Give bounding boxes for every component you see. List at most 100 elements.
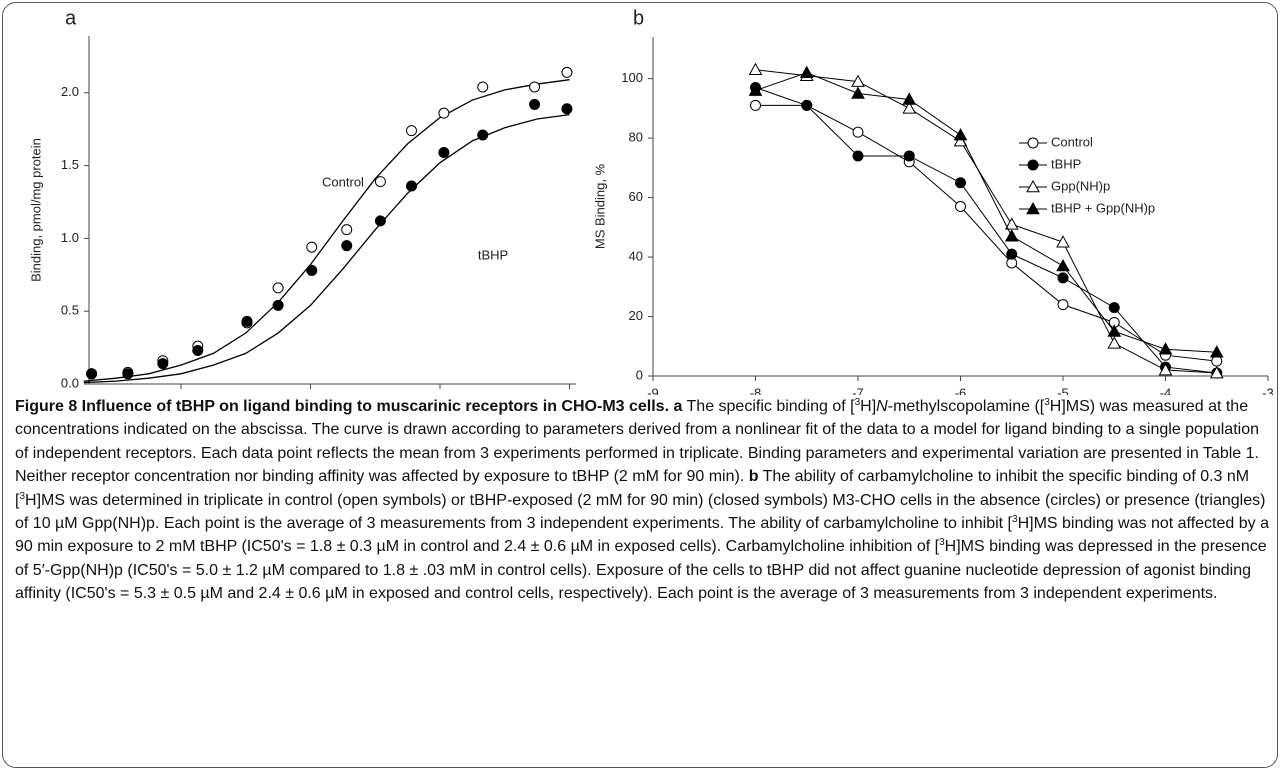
marker bbox=[374, 176, 386, 188]
legend-marker bbox=[1027, 137, 1039, 149]
x-tick-label: -5 bbox=[1057, 385, 1069, 395]
marker bbox=[852, 150, 864, 162]
panel-label: a bbox=[65, 7, 77, 29]
marker bbox=[306, 241, 318, 253]
series-annotation: tBHP bbox=[478, 247, 508, 262]
marker bbox=[799, 65, 814, 78]
y-tick-label: 40 bbox=[629, 248, 643, 263]
marker bbox=[1158, 363, 1173, 376]
series-annotation: Control bbox=[322, 174, 364, 189]
marker bbox=[341, 240, 353, 252]
marker bbox=[750, 99, 761, 111]
marker bbox=[1108, 302, 1120, 314]
legend-label: Control bbox=[1051, 134, 1093, 149]
y-tick-label: 60 bbox=[629, 189, 643, 204]
legend-marker bbox=[1026, 179, 1040, 193]
marker bbox=[1158, 342, 1173, 355]
legend-label: Gpp(NH)p bbox=[1051, 178, 1110, 193]
marker bbox=[529, 98, 541, 110]
marker bbox=[955, 201, 966, 212]
y-tick-label: 0.5 bbox=[61, 303, 79, 318]
caption-text: The specific binding of [ bbox=[682, 398, 855, 415]
series-line bbox=[755, 72, 1217, 353]
marker bbox=[1004, 229, 1019, 242]
x-tick-label: -9 bbox=[647, 385, 659, 395]
marker bbox=[748, 83, 763, 96]
x-tick-label: -6 bbox=[955, 385, 967, 395]
x-tick-label: -7 bbox=[852, 385, 864, 395]
caption-text: H]MS was determined in triplicate in con… bbox=[15, 491, 1266, 533]
marker bbox=[955, 177, 966, 189]
y-tick-label: 1.0 bbox=[61, 230, 79, 245]
marker bbox=[1211, 355, 1223, 367]
marker bbox=[477, 81, 489, 93]
caption-text: H]MS binding was depressed in the presen… bbox=[15, 538, 1267, 603]
marker bbox=[157, 358, 169, 370]
marker bbox=[1107, 324, 1122, 337]
marker bbox=[406, 180, 418, 192]
y-tick-label: 2.0 bbox=[61, 84, 79, 99]
marker bbox=[374, 215, 386, 227]
caption-sup: 3 bbox=[19, 490, 26, 502]
marker bbox=[561, 66, 573, 78]
x-tick-label: -8 bbox=[750, 385, 762, 395]
x-tick-label: -3 bbox=[1262, 385, 1274, 395]
y-tick-label: 0.0 bbox=[61, 375, 79, 390]
y-tick-label: 80 bbox=[629, 130, 643, 145]
x-tick-label: -10 bbox=[301, 393, 320, 395]
marker bbox=[122, 368, 134, 380]
marker bbox=[1057, 272, 1069, 284]
caption-panel: b bbox=[748, 468, 759, 486]
caption: Figure 8 Influence of tBHP on ligand bin… bbox=[15, 395, 1273, 606]
marker bbox=[852, 126, 864, 138]
marker bbox=[341, 224, 353, 236]
charts: a0.00.51.01.52.0-11-10-9-8log [³H]MS, MB… bbox=[28, 7, 1274, 395]
fit-curve bbox=[83, 113, 570, 384]
caption-sup: 3 bbox=[939, 537, 945, 549]
y-axis-title: MS Binding, % bbox=[592, 163, 607, 249]
y-tick-label: 0 bbox=[636, 367, 643, 382]
y-tick-label: 100 bbox=[621, 70, 643, 85]
marker bbox=[306, 264, 318, 276]
marker bbox=[851, 86, 865, 99]
series-line bbox=[755, 104, 1217, 362]
caption-sup: 3 bbox=[1012, 514, 1018, 526]
marker bbox=[903, 150, 915, 162]
legend-label: tBHP + Gpp(NH)p bbox=[1051, 200, 1155, 215]
marker bbox=[529, 81, 541, 93]
y-tick-label: 1.5 bbox=[61, 157, 79, 172]
x-tick-label: -4 bbox=[1160, 385, 1172, 395]
x-tick-label: -9 bbox=[434, 393, 446, 395]
marker bbox=[1209, 345, 1224, 358]
marker bbox=[272, 299, 284, 311]
marker bbox=[561, 103, 573, 115]
caption-sup: 3 bbox=[854, 397, 861, 408]
marker bbox=[851, 74, 865, 87]
marker bbox=[1057, 299, 1069, 311]
marker bbox=[1006, 248, 1018, 260]
marker bbox=[801, 99, 813, 111]
panel-label: b bbox=[633, 7, 644, 29]
caption-italic: N bbox=[876, 398, 888, 415]
marker bbox=[86, 368, 98, 380]
marker bbox=[1056, 235, 1070, 248]
series-line bbox=[755, 69, 1217, 374]
marker bbox=[192, 345, 204, 357]
marker bbox=[438, 107, 450, 119]
legend-marker bbox=[1026, 201, 1040, 215]
legend-marker bbox=[1027, 159, 1039, 171]
caption-text: H]MS binding was not affected by a 90 mi… bbox=[15, 515, 1269, 556]
marker bbox=[406, 125, 418, 137]
y-tick-label: 20 bbox=[629, 308, 643, 323]
marker bbox=[272, 282, 284, 294]
caption-sup: 3 bbox=[1044, 397, 1050, 408]
marker bbox=[438, 146, 450, 158]
series-line bbox=[755, 87, 1217, 374]
marker bbox=[477, 129, 489, 141]
caption-text: The ability of carbamylcholine to inhibi… bbox=[15, 468, 1250, 509]
marker bbox=[1004, 217, 1019, 230]
marker bbox=[241, 315, 253, 327]
marker bbox=[1056, 258, 1070, 272]
marker bbox=[902, 101, 917, 114]
